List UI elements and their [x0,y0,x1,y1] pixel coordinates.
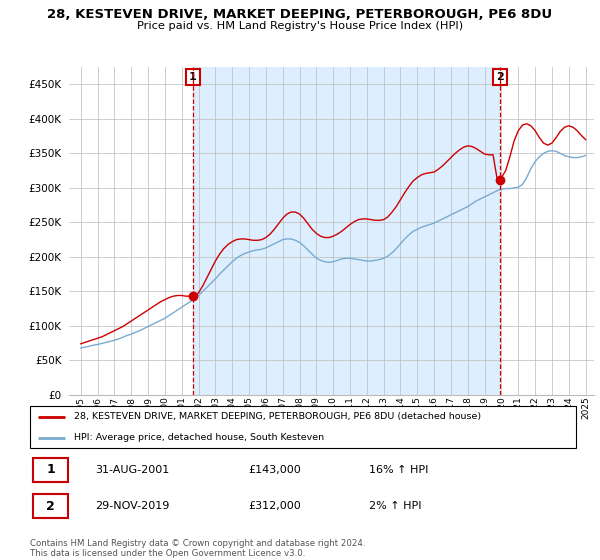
Text: 29-NOV-2019: 29-NOV-2019 [95,501,170,511]
Text: 1: 1 [189,72,197,82]
Text: £312,000: £312,000 [248,501,301,511]
Text: 2: 2 [46,500,55,512]
FancyBboxPatch shape [33,458,68,482]
Text: £143,000: £143,000 [248,465,301,475]
Text: 2% ↑ HPI: 2% ↑ HPI [368,501,421,511]
Bar [193,67,500,395]
FancyBboxPatch shape [33,494,68,518]
Text: 2: 2 [496,72,504,82]
Text: 28, KESTEVEN DRIVE, MARKET DEEPING, PETERBOROUGH, PE6 8DU: 28, KESTEVEN DRIVE, MARKET DEEPING, PETE… [47,8,553,21]
Text: Contains HM Land Registry data © Crown copyright and database right 2024.
This d: Contains HM Land Registry data © Crown c… [30,539,365,558]
Text: 1: 1 [46,463,55,476]
Text: 28, KESTEVEN DRIVE, MARKET DEEPING, PETERBOROUGH, PE6 8DU (detached house): 28, KESTEVEN DRIVE, MARKET DEEPING, PETE… [74,412,481,421]
Text: 16% ↑ HPI: 16% ↑ HPI [368,465,428,475]
Text: 31-AUG-2001: 31-AUG-2001 [95,465,170,475]
Text: Price paid vs. HM Land Registry's House Price Index (HPI): Price paid vs. HM Land Registry's House … [137,21,463,31]
Text: HPI: Average price, detached house, South Kesteven: HPI: Average price, detached house, Sout… [74,433,324,442]
